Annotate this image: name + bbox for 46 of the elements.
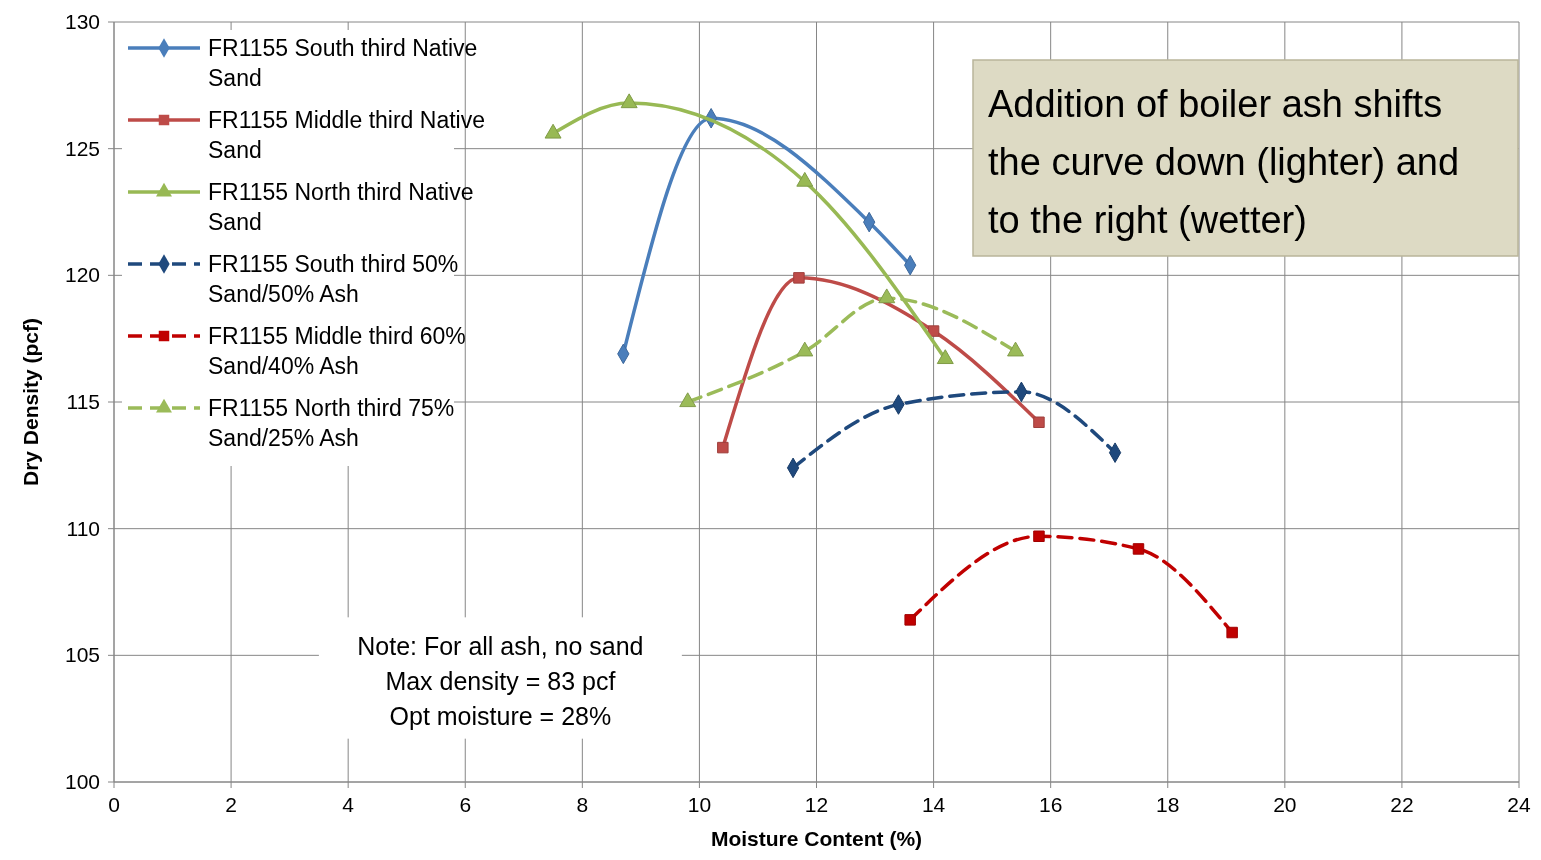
x-tick-label: 4 (342, 793, 355, 816)
legend-label: FR1155 Middle third Native Sand (208, 107, 485, 163)
point (793, 272, 805, 284)
y-tick-label: 110 (66, 516, 100, 540)
point (936, 349, 954, 365)
legend-label: FR1155 North third 75% Sand/25% Ash (208, 395, 455, 451)
legend-label: FR1155 Middle third 60% Sand/40% Ash (208, 323, 466, 379)
legend-label: FR1155 South third Native Sand (208, 35, 478, 91)
x-tick-label: 16 (1038, 793, 1063, 816)
x-axis-title: Moisture Content (%) (710, 827, 923, 850)
point (927, 325, 940, 337)
annotation: Addition of boiler ash shifts the curve down (lighter) and to the right (wetter) (988, 83, 1460, 241)
x-tick-label: 20 (1273, 793, 1297, 816)
point (679, 392, 697, 408)
y-tick-label: 100 (64, 770, 100, 793)
y-axis-title: Dry Density (pcf) (19, 317, 42, 487)
point (904, 614, 916, 626)
x-tick-label: 18 (1156, 793, 1180, 816)
x-tick-label: 2 (225, 793, 237, 816)
legend-label: FR1155 North third Native Sand (208, 179, 474, 235)
point (1226, 626, 1238, 639)
point (1007, 341, 1025, 357)
x-tick-label: 8 (576, 793, 589, 816)
legend-label: FR1155 South third 50% Sand/50% Ash (208, 251, 459, 307)
point (544, 123, 562, 139)
x-tick-label: 22 (1390, 793, 1414, 816)
point (1033, 530, 1045, 543)
point (1132, 543, 1145, 555)
point (878, 288, 896, 304)
point (717, 441, 729, 454)
x-tick-label: 0 (108, 793, 120, 816)
annotation: Note: For all ash, no sand Max density = 83 pcf Opt moisture = 28% (357, 632, 644, 731)
point (796, 171, 814, 187)
x-tick-label: 10 (687, 793, 712, 816)
y-tick-label: 125 (64, 136, 100, 160)
x-tick-label: 6 (459, 793, 472, 816)
y-tick-label: 115 (66, 390, 100, 413)
x-tick-label: 24 (1507, 793, 1531, 816)
y-tick-label: 120 (64, 263, 100, 287)
x-tick-label: 12 (804, 793, 829, 816)
point (796, 341, 814, 357)
point (620, 93, 638, 109)
y-tick-label: 130 (64, 10, 100, 33)
y-tick-label: 105 (64, 643, 100, 667)
point (1033, 416, 1045, 429)
x-tick-label: 14 (921, 793, 946, 816)
